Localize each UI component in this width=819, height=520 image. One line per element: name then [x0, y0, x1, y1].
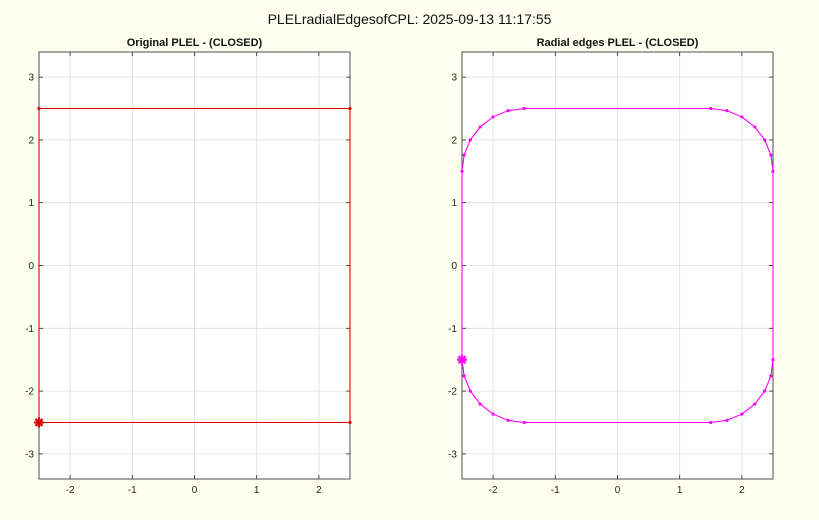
vertex-point — [769, 374, 773, 378]
y-tick-label: 1 — [28, 198, 34, 209]
y-tick-label: 0 — [28, 261, 34, 272]
axes-title: Radial edges PLEL - (CLOSED) — [537, 37, 699, 49]
axes-original-plel[interactable]: -2 -1 0 1 2 -3 -2 -1 0 1 2 3 Original PLEL - (CLOSED… — [25, 37, 352, 496]
start-point-marker — [457, 354, 467, 365]
vertex-point — [753, 402, 757, 406]
figure-title: PLELradialEdgesofCPL: 2025-09-13 11:17:5… — [267, 11, 552, 27]
vertex-point — [522, 420, 526, 425]
vertex-point — [763, 138, 767, 142]
vertex-point — [709, 106, 713, 111]
x-tick-label: 2 — [739, 485, 745, 496]
vertex-point — [478, 402, 482, 406]
x-tick-label: -2 — [66, 485, 75, 496]
vertex-point — [725, 418, 729, 422]
vertex-point — [771, 169, 775, 173]
vertex-point — [740, 412, 744, 416]
y-tick-label: 0 — [451, 261, 457, 272]
y-tick-label: 1 — [451, 198, 457, 209]
y-tick-label: -3 — [448, 449, 457, 460]
x-tick-label: 0 — [192, 485, 198, 496]
y-tick-label: 2 — [28, 135, 34, 146]
vertex-point — [462, 153, 466, 157]
vertex-point — [769, 153, 773, 157]
y-tick-label: -2 — [25, 387, 34, 398]
x-tick-label: 1 — [254, 485, 260, 496]
y-tick-label: -2 — [448, 387, 457, 398]
y-tick-label: 3 — [28, 73, 34, 84]
y-tick-label: -3 — [25, 449, 34, 460]
vertex-point — [468, 389, 472, 393]
vertex-point — [468, 138, 472, 142]
vertex-point — [462, 374, 466, 378]
y-tick-label: 3 — [451, 73, 457, 84]
x-tick-label: -1 — [551, 485, 560, 496]
x-tick-label: -2 — [489, 485, 498, 496]
y-tick-label: 2 — [451, 135, 457, 146]
vertex-point — [506, 109, 510, 113]
x-tick-label: 2 — [316, 485, 322, 496]
vertex-point — [491, 115, 495, 119]
vertex-point — [771, 358, 775, 362]
y-tick-label: -1 — [25, 324, 34, 335]
x-tick-label: -1 — [128, 485, 137, 496]
vertex-point — [478, 125, 482, 129]
vertex-point — [37, 106, 41, 111]
x-tick-label: 0 — [615, 485, 621, 496]
start-point-marker — [34, 417, 44, 428]
vertex-point — [753, 125, 757, 129]
vertex-point — [460, 169, 464, 173]
vertex-point — [506, 418, 510, 422]
vertex-point — [522, 106, 526, 111]
vertex-point — [491, 412, 495, 416]
vertex-point — [763, 389, 767, 393]
y-tick-label: -1 — [448, 324, 457, 335]
x-tick-label: 1 — [677, 485, 683, 496]
vertex-point — [725, 109, 729, 113]
vertex-point — [740, 115, 744, 119]
vertex-point — [709, 420, 713, 425]
vertex-point — [348, 420, 352, 425]
vertex-point — [348, 106, 352, 111]
axes-radial-edges-plel[interactable]: -2 -1 0 1 2 -3 -2 -1 0 1 2 3 Radial edges PLEL - (CL… — [448, 37, 775, 496]
axes-title: Original PLEL - (CLOSED) — [127, 37, 263, 49]
